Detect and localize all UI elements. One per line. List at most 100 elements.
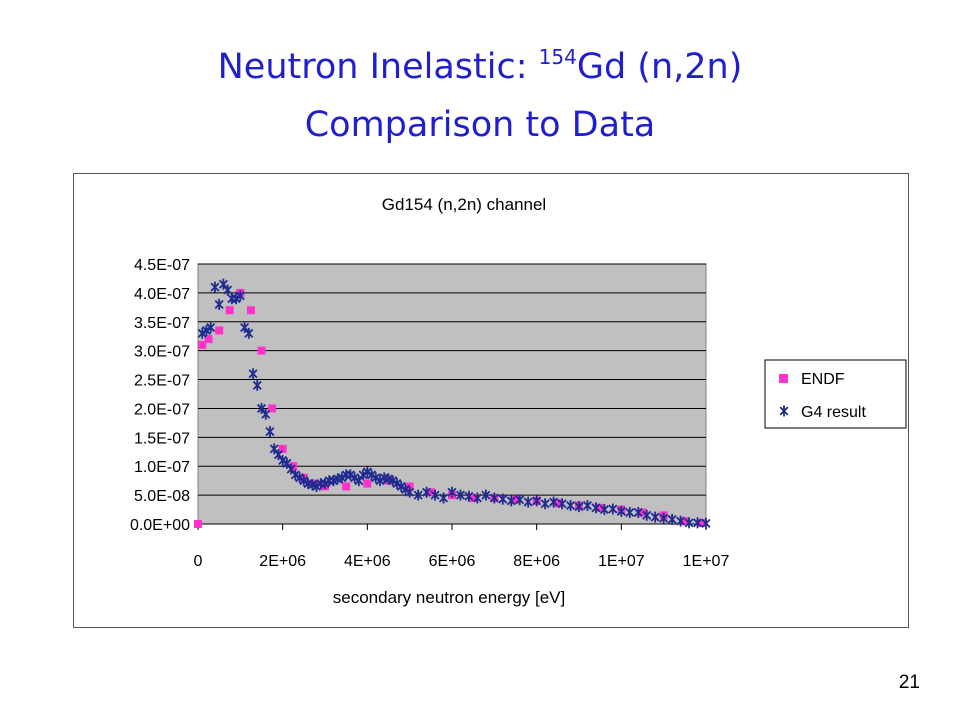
endf-point xyxy=(697,518,706,527)
g4-point xyxy=(439,492,449,504)
y-tick-label: 2.5E-07 xyxy=(134,373,190,390)
slide-title-line2: Comparison to Data xyxy=(304,105,656,145)
y-tick-label: 3.5E-07 xyxy=(134,315,190,332)
endf-point xyxy=(198,340,207,349)
g4-point xyxy=(422,486,432,498)
g4-point xyxy=(582,500,592,512)
g4-point xyxy=(261,408,271,420)
g4-point xyxy=(464,490,474,502)
endf-point xyxy=(257,346,266,355)
y-axis-ticks: 4.5E-07 4.0E-07 3.5E-07 3.0E-07 2.5E-07 2.0E-… xyxy=(130,257,190,534)
x-axis-ticks: 0 2E+06 4E+06 6E+06 8E+06 1E+07 1E+07 xyxy=(194,523,730,570)
legend: ENDF G4 result xyxy=(764,359,907,429)
g4-point xyxy=(392,478,402,490)
plot-area xyxy=(197,263,707,525)
g4-point xyxy=(375,475,385,487)
legend-g4-marker xyxy=(779,405,789,417)
g4-point xyxy=(498,493,508,505)
g4-point xyxy=(223,284,233,296)
g4-point xyxy=(388,475,398,487)
g4-point xyxy=(273,449,283,461)
g4-point xyxy=(566,500,576,512)
slide-title-line1: Neutron Inelastic: 154Gd (n,2n) xyxy=(0,38,960,96)
g4-point xyxy=(197,327,207,339)
x-tick-label: 1E+07 xyxy=(598,553,645,570)
endf-point xyxy=(215,326,224,335)
g4-point xyxy=(337,472,347,484)
x-tick-label: 2E+06 xyxy=(259,553,306,570)
legend-box xyxy=(764,359,907,429)
g4-point xyxy=(235,290,245,302)
g4-point xyxy=(506,495,516,507)
g4-point xyxy=(269,443,279,455)
g4-point xyxy=(290,469,300,481)
x-tick-label: 4E+06 xyxy=(344,553,391,570)
g4-point xyxy=(358,469,368,481)
g4-point xyxy=(549,496,559,508)
g4-point xyxy=(515,494,525,506)
y-tick-label: 0.0E+00 xyxy=(130,517,190,534)
endf-point xyxy=(511,495,520,504)
page-number: 21 xyxy=(898,672,920,693)
g4-point xyxy=(693,517,703,529)
g4-point xyxy=(625,506,635,518)
legend-endf-marker xyxy=(779,374,788,383)
legend-g4-label: G4 result xyxy=(801,404,866,421)
x-tick-label: 8E+06 xyxy=(513,553,560,570)
g4-point xyxy=(616,505,626,517)
g4-point xyxy=(231,293,241,305)
x-axis-label: secondary neutron energy [eV] xyxy=(333,588,565,607)
g4-point xyxy=(642,509,652,521)
endf-point xyxy=(638,508,647,517)
g4-point xyxy=(206,322,216,334)
g4-point xyxy=(345,469,355,481)
g4-point xyxy=(240,322,250,334)
y-tick-label: 3.0E-07 xyxy=(134,344,190,361)
endf-point xyxy=(363,479,372,488)
g4-point xyxy=(523,496,533,508)
g4-point xyxy=(214,298,224,310)
endf-point xyxy=(225,306,234,315)
g4-point xyxy=(633,506,643,518)
y-tick-label: 5.0E-08 xyxy=(134,488,190,505)
g4-point xyxy=(295,472,305,484)
g4-point xyxy=(248,368,258,380)
g4-point xyxy=(489,492,499,504)
g4-point xyxy=(599,504,609,516)
g4-point xyxy=(608,503,618,515)
g4-point xyxy=(286,463,296,475)
g4-point xyxy=(218,278,228,290)
y-tick-label: 1.5E-07 xyxy=(134,430,190,447)
g4-point xyxy=(371,472,381,484)
g4-point xyxy=(354,475,364,487)
g4-point xyxy=(405,486,415,498)
g4-point xyxy=(299,475,309,487)
title-isotope-superscript: 154 xyxy=(538,45,577,69)
g4-point xyxy=(430,489,440,501)
chart-frame: Gd154 (n,2n) channel 4.5E-07 4.0E-07 3.5E-… xyxy=(73,173,909,628)
g4-point xyxy=(574,501,584,513)
x-tick-label: 1E+07 xyxy=(683,553,730,570)
y-tick-label: 1.0E-07 xyxy=(134,459,190,476)
endf-point xyxy=(553,499,562,508)
g4-point xyxy=(701,517,711,529)
endf-point xyxy=(246,306,255,315)
g4-point xyxy=(684,517,694,529)
g4-point xyxy=(362,466,372,478)
g4-point xyxy=(244,327,254,339)
y-tick-label: 4.5E-07 xyxy=(134,257,190,274)
g4-point xyxy=(265,426,275,438)
endf-point xyxy=(278,444,287,453)
scatter-chart: Gd154 (n,2n) channel 4.5E-07 4.0E-07 3.5E-… xyxy=(130,195,907,607)
endf-point xyxy=(405,482,414,491)
g4-point xyxy=(472,492,482,504)
g4-point xyxy=(591,502,601,514)
endf-point xyxy=(268,404,277,413)
y-tick-label: 4.0E-07 xyxy=(134,286,190,303)
g4-point xyxy=(252,379,262,391)
g4-point xyxy=(557,498,567,510)
g4-point xyxy=(312,480,322,492)
data-points xyxy=(194,278,711,529)
legend-g4-asterisk xyxy=(779,405,789,417)
g4-point xyxy=(400,483,410,495)
